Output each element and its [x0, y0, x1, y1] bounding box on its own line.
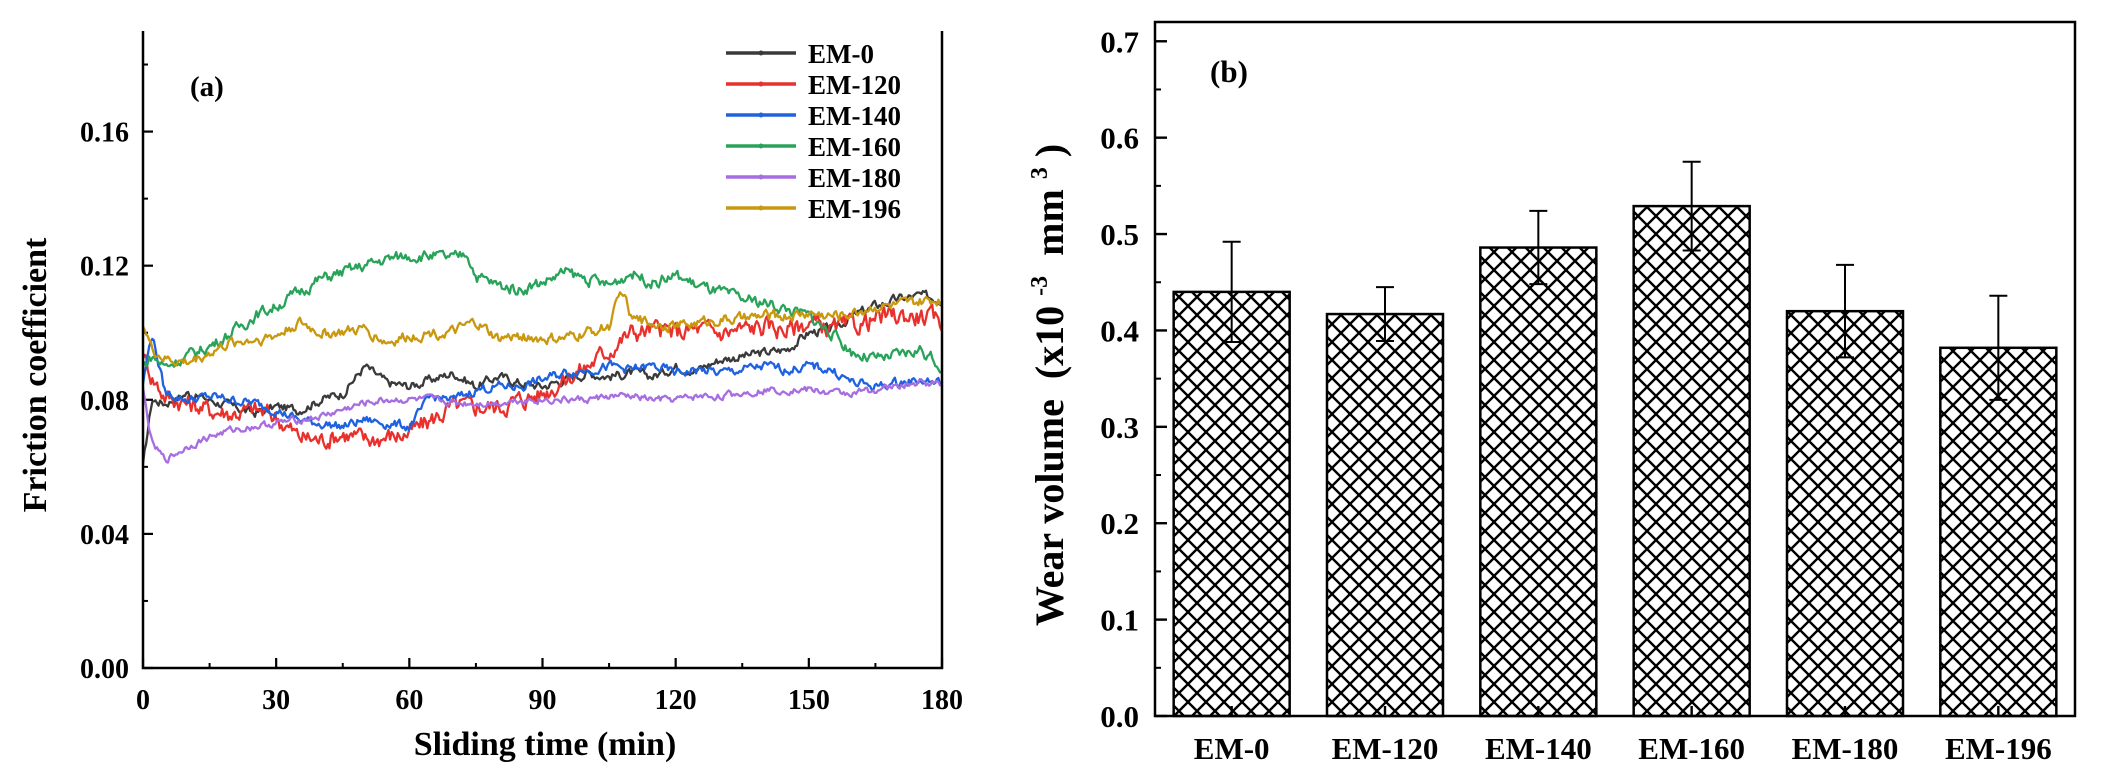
friction-series-em-180: [143, 378, 942, 464]
friction-x-tick-label: 60: [395, 685, 423, 716]
legend-label-em-0: EM-0: [808, 39, 874, 69]
friction-y-tick-label: 0.08: [80, 386, 129, 417]
legend-marker-em-160: [758, 143, 764, 149]
wear-y-title-unit: mm: [1027, 189, 1072, 256]
wear-x-tick-label: EM-140: [1485, 731, 1592, 766]
wear-y-tick-label: 0.0: [1100, 699, 1139, 734]
wear-axis-ticks: [1155, 40, 2000, 718]
wear-x-tick-label: EM-0: [1194, 731, 1270, 766]
friction-x-tick-labels: 0 30 60 90 120 150 180: [136, 685, 963, 716]
friction-y-tick-label: 0.04: [80, 520, 129, 551]
friction-x-axis-title: Sliding time (min): [414, 726, 677, 763]
wear-y-title-unit-exp: 3: [1027, 167, 1053, 179]
friction-x-tick-label: 0: [136, 685, 150, 716]
wear-y-tick-label: 0.3: [1100, 410, 1139, 445]
wear-y-tick-label: 0.2: [1100, 506, 1139, 541]
friction-y-tick-label: 0.12: [80, 252, 129, 283]
wear-bar-em-160: [1632, 204, 1751, 718]
legend-marker-em-0: [758, 50, 764, 56]
legend-label-em-180: EM-180: [808, 163, 901, 193]
friction-x-tick-label: 150: [788, 685, 830, 716]
panel-b-label: (b): [1210, 54, 1248, 89]
wear-x-tick-labels: EM-0 EM-120 EM-140 EM-160 EM-180 EM-196: [1194, 731, 2052, 766]
friction-x-tick-label: 180: [921, 685, 963, 716]
friction-series-em-120: [143, 303, 942, 450]
friction-x-tick-label: 90: [529, 685, 557, 716]
friction-y-tick-label: 0.00: [80, 654, 129, 685]
wear-bar-em-180: [1785, 309, 1905, 718]
wear-y-title-exp: -3: [1027, 276, 1053, 296]
legend-marker-em-196: [758, 205, 764, 211]
wear-y-tick-label: 0.7: [1100, 24, 1139, 59]
friction-plot-frame: [141, 31, 944, 670]
wear-x-tick-label: EM-120: [1332, 731, 1439, 766]
wear-bar-em-120: [1325, 312, 1445, 718]
friction-y-axis-title: Friction coefficient: [17, 237, 54, 512]
panel-a-label: (a): [190, 71, 224, 103]
wear-x-tick-label: EM-196: [1945, 731, 2052, 766]
wear-y-tick-label: 0.5: [1100, 217, 1139, 252]
friction-series-em-0: [143, 289, 942, 464]
friction-y-tick-label: 0.16: [80, 118, 129, 149]
wear-y-tick-label: 0.1: [1100, 603, 1139, 638]
svg-text:Wear volume (x10: Wear volume (x10 -3 mm 3 ): [1011, 144, 1072, 626]
legend-marker-em-180: [758, 174, 764, 180]
wear-y-title-main: Wear volume: [1027, 399, 1072, 626]
wear-bar-em-196: [1939, 346, 2058, 718]
wear-x-tick-label: EM-160: [1638, 731, 1745, 766]
wear-bar-em-0: [1172, 290, 1291, 718]
wear-volume-chart: 0.0 0.1 0.2 0.3 0.4 0.5 0.6 0.7 EM-0 EM-120 EM-14…: [1011, 20, 2077, 766]
wear-plot-frame: [1153, 20, 2077, 718]
wear-y-axis-title: Wear volume (x10 -3 mm 3 ): [1011, 144, 1072, 626]
friction-chart: 0 30 60 90 120 150 180 0.00 0.04 0.08 0.12 0.16 (a…: [17, 31, 963, 763]
wear-y-tick-label: 0.4: [1100, 313, 1139, 348]
friction-y-tick-labels: 0.00 0.04 0.08 0.12 0.16: [80, 118, 129, 685]
legend-marker-em-120: [758, 81, 764, 87]
wear-y-tick-label: 0.6: [1100, 121, 1139, 156]
friction-series-lines: [143, 249, 942, 464]
friction-x-tick-label: 30: [262, 685, 290, 716]
legend-marker-em-140: [758, 112, 764, 118]
wear-x-tick-label: EM-180: [1792, 731, 1899, 766]
wear-y-title-open: (x10: [1027, 306, 1072, 379]
wear-y-tick-labels: 0.0 0.1 0.2 0.3 0.4 0.5 0.6 0.7: [1100, 24, 1139, 734]
friction-series-em-196: [143, 291, 942, 367]
friction-series-em-160: [143, 249, 942, 374]
legend-label-em-160: EM-160: [808, 132, 901, 162]
wear-bars: [1172, 160, 2058, 718]
wear-bar-em-140: [1479, 246, 1598, 718]
friction-series-em-140: [143, 337, 942, 432]
friction-x-tick-label: 120: [655, 685, 697, 716]
legend-label-em-196: EM-196: [808, 194, 901, 224]
legend-label-em-140: EM-140: [808, 101, 901, 131]
wear-y-title-close: ): [1027, 144, 1072, 157]
legend-label-em-120: EM-120: [808, 70, 901, 100]
